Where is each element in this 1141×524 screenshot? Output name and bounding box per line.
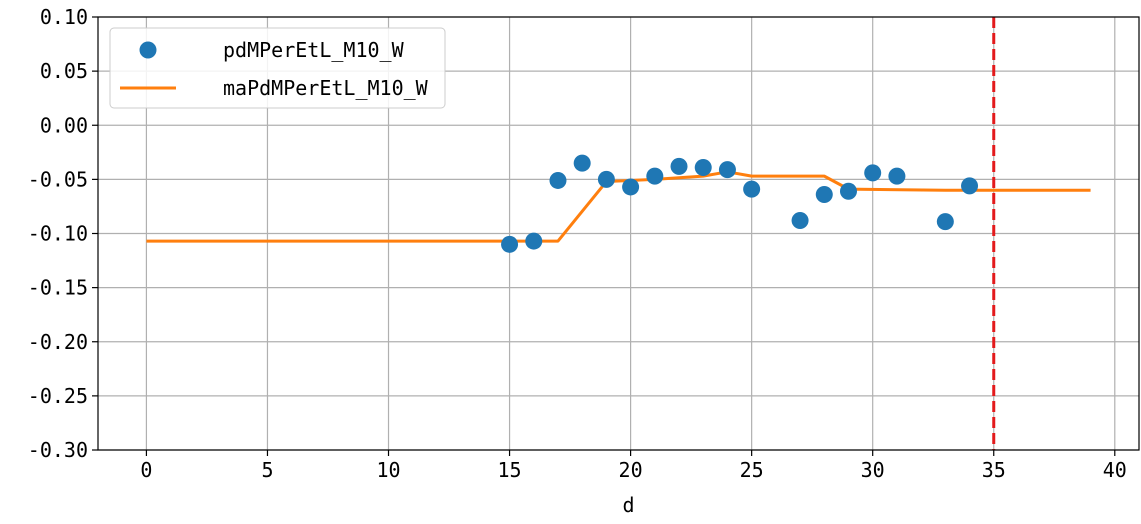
data-point [525,232,543,250]
data-point [791,212,809,230]
data-point [864,164,882,182]
data-point [597,170,615,188]
x-tick-label: 0 [140,458,152,482]
y-tick-label: -0.15 [28,276,88,300]
data-point [573,154,591,172]
x-tick-label: 30 [861,458,885,482]
data-point [961,177,979,195]
data-point [501,235,519,253]
data-point [646,167,664,185]
legend: pdMPerEtL_M10_W maPdMPerEtL_M10_W [109,27,446,109]
legend-marker [139,41,157,59]
legend-label: pdMPerEtL_M10_W [223,38,405,62]
data-point [718,161,736,179]
x-tick-label: 15 [498,458,522,482]
y-tick-label: -0.10 [28,222,88,246]
axes: 0 5 10 15 20 25 30 35 40 0.10 0.05 0.00 -0.05 -0.10 -0… [28,5,1127,482]
series-layer [146,154,1091,253]
legend-label: maPdMPerEtL_M10_W [223,76,429,100]
legend-box [109,27,446,109]
y-tick-label: 0.10 [40,5,88,29]
x-tick-label: 25 [740,458,764,482]
y-tick-label: 0.00 [40,113,88,137]
data-point [549,171,567,189]
x-axis-label: d [622,493,634,517]
data-point [839,182,857,200]
x-tick-label: 10 [376,458,400,482]
data-point [694,158,712,176]
data-point [743,180,761,198]
data-point [936,213,954,231]
data-point [622,178,640,196]
y-tick-label: -0.05 [28,167,88,191]
data-point [815,186,833,204]
x-tick-label: 40 [1103,458,1127,482]
y-tick-label: -0.20 [28,330,88,354]
x-tick-label: 35 [982,458,1006,482]
series-line [146,170,1091,243]
x-tick-label: 20 [619,458,643,482]
data-point [670,157,688,175]
data-point [888,167,906,185]
y-tick-label: -0.25 [28,384,88,408]
y-tick-label: -0.30 [28,438,88,462]
y-tick-label: 0.05 [40,59,88,83]
x-tick-label: 5 [261,458,273,482]
